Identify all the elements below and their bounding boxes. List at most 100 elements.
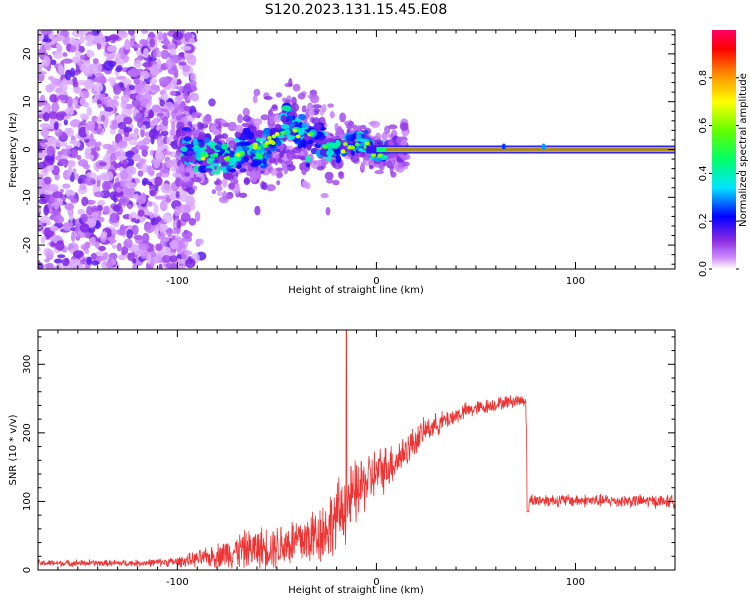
y-tick-label: 300 [22,355,33,374]
spectrogram-speckle [62,52,68,57]
spectrogram-speckle [166,227,173,238]
spectrogram-hotspot [200,156,206,161]
spectrogram-speckle [55,43,61,48]
spectrogram-speckle [158,76,170,85]
spectrogram-speckle [139,248,149,259]
spectrogram-ridge-blob [350,134,356,141]
spectrogram-speckle [106,261,114,269]
spectrogram-ridge-blob [372,157,383,162]
spectrogram-speckle [268,116,275,126]
spectrogram-speckle [100,114,106,122]
spectrogram-speckle [156,125,161,131]
spectrogram-speckle [161,173,169,178]
spectrogram-speckle [133,59,142,69]
spectrogram-speckle [151,104,161,113]
spectrogram-speckle [86,256,92,265]
spectrogram-speckle [172,31,184,40]
spectrogram-speckle [49,225,59,232]
spectrogram-speckle [120,170,128,180]
spectrogram-speckle [292,147,302,154]
spectrogram-speckle [171,235,176,241]
spectrogram-speckle [158,223,169,232]
spectrogram-hotspot [280,130,286,135]
spectrogram-speckle [115,53,122,60]
x-tick-label: 100 [566,577,585,588]
spectrogram-ridge-blob [256,129,264,136]
spectrogram-speckle [345,123,354,129]
spectrogram-speckle [181,230,193,239]
spectrogram-speckle [176,219,182,229]
spectrogram-speckle [42,112,50,122]
spectrogram-speckle [114,151,122,157]
spectrogram-speckle [53,258,63,264]
spectrogram-speckle [116,242,122,252]
spectrogram-speckle [281,159,286,170]
spectrogram-ridge-blob [240,141,250,146]
spectrogram-speckle [63,119,68,126]
spectrogram-speckle [82,163,90,170]
spectrogram-speckle [227,121,237,132]
spectrogram-speckle [308,108,315,118]
spectrogram-speckle [141,30,149,34]
spectrogram-speckle [92,211,99,221]
spectrogram-speckle [169,48,177,56]
spectrogram-speckle [103,205,110,214]
spectrogram-speckle [106,171,114,182]
spectrogram-speckle [126,229,133,239]
spectrogram-speckle [89,154,95,160]
spectrogram-ridge-blob [301,122,308,129]
spectrogram-speckle [109,128,116,135]
spectrogram-speckle [399,122,409,131]
spectrogram-speckle [38,246,41,252]
spectrogram-speckle [137,118,144,128]
spectrogram-ridge-blob [358,148,364,152]
spectrogram-speckle [97,199,106,206]
spectrogram-speckle [152,48,157,59]
spectrogram-speckle [369,165,373,170]
spectrogram-speckle [188,37,195,45]
spectrogram-speckle [115,75,127,80]
spectrogram-hotspot [309,131,314,136]
y-tick-label: 10 [22,95,33,108]
spectrogram-speckle [302,150,309,157]
spectrogram-speckle [95,141,102,147]
spectrogram-speckle [38,198,47,205]
spectrogram-speckle [38,48,47,58]
spectrogram-ridge-blob [240,146,250,151]
spectrogram-speckle [102,143,113,150]
spectrogram-speckle [133,43,142,49]
spectrogram-speckle [80,54,87,60]
spectrogram-speckle [192,185,198,191]
spectrogram-hotspot [263,143,268,148]
spectrogram-ridge-blob [357,143,365,147]
spectrogram-speckle [117,122,127,130]
snr-ylabel: SNR (10 * v/v) [8,414,19,485]
spectrogram-speckle [307,94,317,99]
spectrogram-ridge-blob [269,127,280,134]
spectrogram-speckle [171,228,177,235]
spectrogram-speckle [135,112,143,118]
spectrogram-speckle [60,141,68,147]
spectrogram-speckle [70,162,76,168]
spectrogram-ridge-blob [334,149,341,156]
spectrogram-ridge-blob [252,158,262,166]
spectrogram-speckle [121,159,128,169]
spectrogram-speckle [147,32,156,39]
spectrogram-ridge-blob [203,168,213,172]
spectrogram-speckle [101,231,108,238]
spectrogram-ridge-blob [280,114,287,123]
spectrogram-ridge-blob [198,141,205,148]
spectrogram-speckle [177,85,184,93]
spectrogram-speckle [177,265,186,269]
spectrogram-speckle [253,88,261,96]
spectrogram-speckle [248,169,257,179]
spectrogram-speckle [43,190,53,195]
spectrogram-hotspot [322,144,328,149]
spectrogram-speckle [179,193,190,202]
spectrogram-speckle [276,171,284,178]
spectrogram-ridge-blob [293,121,299,125]
spectrogram-ridge-blob [183,136,192,142]
spectrogram-speckle [95,241,100,249]
spectrogram-speckle [169,194,177,200]
